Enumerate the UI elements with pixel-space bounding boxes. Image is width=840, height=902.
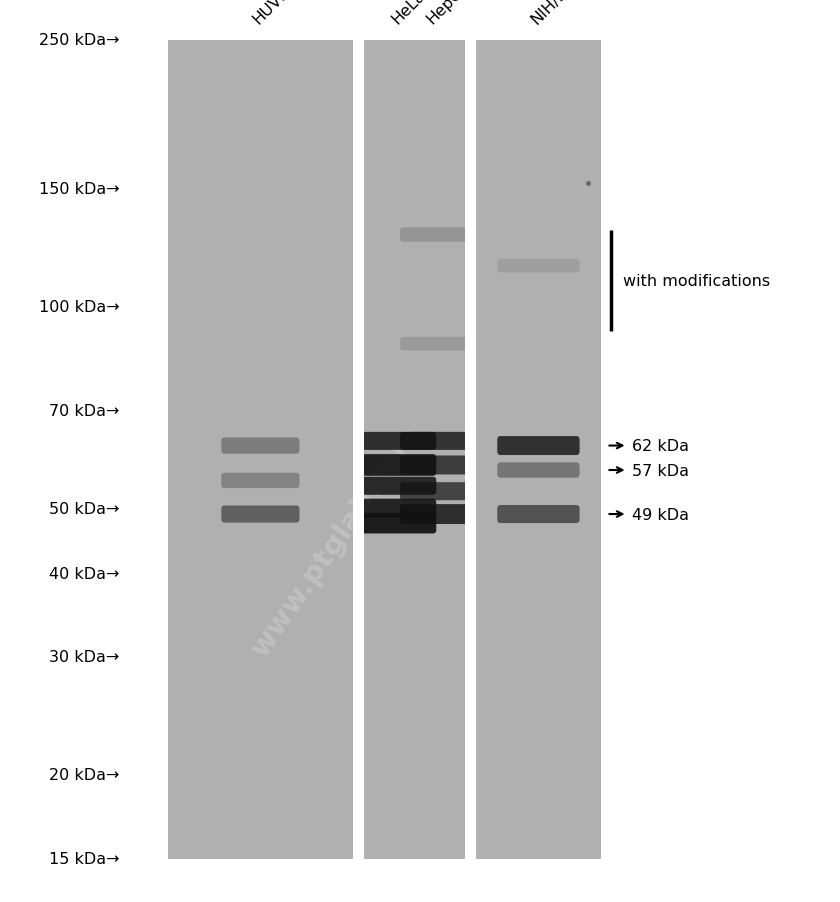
Text: 57 kDa: 57 kDa bbox=[632, 463, 689, 478]
Text: HeLa: HeLa bbox=[389, 0, 428, 27]
FancyBboxPatch shape bbox=[497, 260, 580, 273]
FancyBboxPatch shape bbox=[362, 432, 436, 450]
Text: 49 kDa: 49 kDa bbox=[632, 507, 689, 522]
FancyBboxPatch shape bbox=[222, 438, 300, 455]
Bar bbox=[476, 41, 601, 859]
Text: HepG2: HepG2 bbox=[424, 0, 474, 27]
Text: 62 kDa: 62 kDa bbox=[632, 438, 689, 454]
Text: 250 kDa→: 250 kDa→ bbox=[39, 33, 119, 48]
FancyBboxPatch shape bbox=[497, 505, 580, 523]
Bar bbox=[465, 0, 476, 902]
Text: HUVEC: HUVEC bbox=[249, 0, 300, 27]
Text: 70 kDa→: 70 kDa→ bbox=[49, 403, 119, 419]
FancyBboxPatch shape bbox=[400, 504, 470, 524]
Text: 15 kDa→: 15 kDa→ bbox=[49, 851, 119, 866]
FancyBboxPatch shape bbox=[400, 432, 470, 450]
Bar bbox=[364, 41, 465, 859]
FancyBboxPatch shape bbox=[400, 483, 470, 501]
Text: www.ptglab.com: www.ptglab.com bbox=[246, 420, 426, 662]
Text: 20 kDa→: 20 kDa→ bbox=[49, 768, 119, 783]
Text: 100 kDa→: 100 kDa→ bbox=[39, 299, 119, 315]
Text: 150 kDa→: 150 kDa→ bbox=[39, 181, 119, 197]
Text: 40 kDa→: 40 kDa→ bbox=[49, 566, 119, 581]
Text: 50 kDa→: 50 kDa→ bbox=[49, 502, 119, 516]
FancyBboxPatch shape bbox=[497, 463, 580, 478]
Bar bbox=[168, 41, 353, 859]
Text: 30 kDa→: 30 kDa→ bbox=[49, 649, 119, 665]
Text: NIH/3T3: NIH/3T3 bbox=[528, 0, 584, 27]
FancyBboxPatch shape bbox=[362, 513, 436, 534]
FancyBboxPatch shape bbox=[222, 506, 300, 523]
FancyBboxPatch shape bbox=[362, 499, 436, 518]
FancyBboxPatch shape bbox=[400, 228, 470, 243]
FancyBboxPatch shape bbox=[222, 474, 300, 489]
Bar bbox=[353, 0, 364, 902]
FancyBboxPatch shape bbox=[400, 337, 470, 351]
FancyBboxPatch shape bbox=[362, 455, 436, 476]
Text: with modifications: with modifications bbox=[623, 273, 770, 289]
FancyBboxPatch shape bbox=[497, 437, 580, 456]
FancyBboxPatch shape bbox=[400, 456, 470, 475]
FancyBboxPatch shape bbox=[362, 477, 436, 495]
